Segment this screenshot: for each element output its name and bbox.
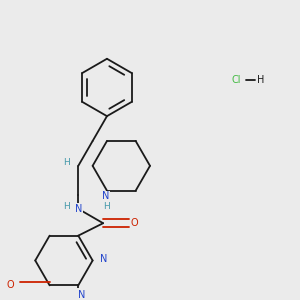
Text: H: H xyxy=(257,75,265,85)
Text: N: N xyxy=(75,204,82,214)
Text: O: O xyxy=(7,280,14,290)
Text: N: N xyxy=(78,290,86,300)
Text: H: H xyxy=(103,202,110,211)
Text: N: N xyxy=(100,254,108,264)
Text: H: H xyxy=(63,158,70,166)
Text: O: O xyxy=(131,218,139,228)
Text: Cl: Cl xyxy=(231,75,241,85)
Text: H: H xyxy=(63,202,70,211)
Text: N: N xyxy=(102,191,110,201)
